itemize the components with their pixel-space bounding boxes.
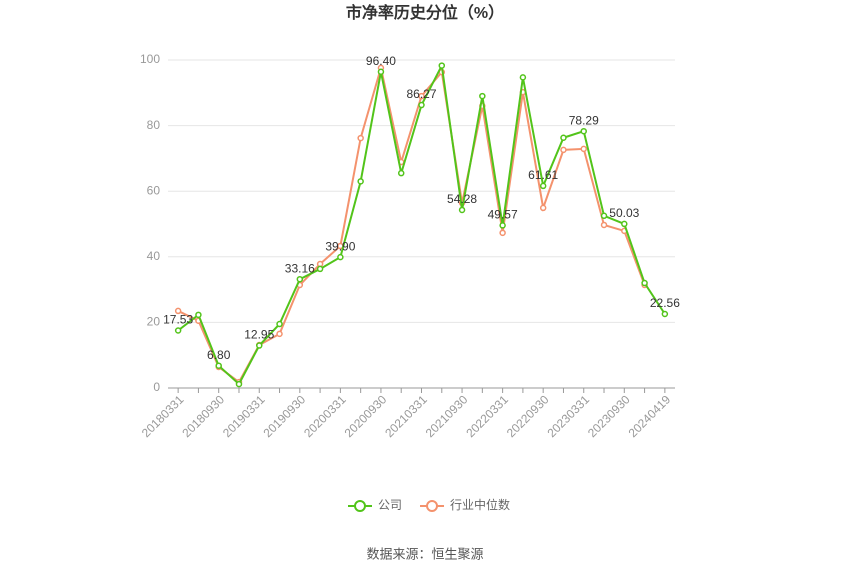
point [580, 127, 587, 135]
x-tick-label: 20210930 [423, 392, 471, 440]
point [276, 330, 283, 338]
y-tick-label: 60 [147, 183, 161, 197]
data-label: 78.29 [569, 113, 599, 127]
x-tick-label: 20240419 [626, 392, 674, 440]
point [499, 229, 506, 237]
point [600, 212, 608, 220]
point [539, 182, 547, 190]
point [539, 204, 547, 212]
point [316, 265, 324, 273]
point [580, 145, 587, 153]
x-tick-label: 20230331 [544, 392, 592, 440]
x-tick-label: 20230930 [585, 392, 633, 440]
x-tick-label: 20200331 [301, 392, 349, 440]
point [276, 320, 283, 328]
data-label: 17.53 [163, 313, 193, 327]
point [397, 169, 405, 177]
y-tick-label: 80 [147, 118, 161, 132]
data-label: 86.27 [406, 87, 436, 101]
point [337, 253, 344, 261]
x-tick-label: 20190930 [261, 392, 309, 440]
y-tick-label: 40 [147, 249, 161, 263]
data-label: 61.61 [528, 168, 558, 182]
data-label: 22.56 [650, 296, 680, 310]
x-tick-label: 20220930 [504, 392, 552, 440]
point [438, 62, 446, 69]
y-tick-label: 20 [147, 315, 161, 329]
x-tick-label: 20200930 [342, 392, 390, 440]
point [377, 68, 385, 76]
x-tick-label: 20180331 [139, 392, 187, 440]
point [357, 134, 364, 142]
chart-title: 市净率历史分位（%） [346, 3, 504, 22]
point [256, 342, 263, 349]
data-label: 96.40 [366, 54, 396, 68]
point [174, 307, 182, 315]
point [418, 92, 425, 100]
point [641, 279, 648, 287]
data-label: 33.16 [285, 261, 315, 275]
point [661, 310, 669, 318]
source: 数据来源：恒生聚源 [366, 546, 483, 561]
point [621, 220, 628, 228]
point [458, 206, 466, 214]
legend-label: 公司 [378, 498, 402, 512]
data-label: 54.28 [447, 192, 477, 206]
point [519, 74, 527, 81]
legend-marker [426, 500, 439, 512]
point [560, 134, 567, 141]
x-tick-label: 20220331 [463, 392, 511, 440]
point [296, 275, 304, 283]
x-tick-label: 20180930 [179, 392, 227, 440]
x-tick-label: 20210331 [382, 392, 430, 440]
point [499, 222, 506, 229]
point [560, 146, 567, 154]
legend-marker [354, 500, 366, 512]
data-label: 49.57 [488, 208, 518, 222]
point [479, 92, 486, 100]
y-tick-label: 100 [140, 52, 160, 66]
x-tick-label: 20190331 [220, 392, 268, 440]
point [174, 327, 182, 334]
data-label: 39.90 [325, 239, 355, 253]
legend-label: 行业中位数 [450, 497, 510, 512]
data-label: 12.95 [244, 328, 274, 342]
data-label: 6.80 [207, 348, 231, 362]
point [235, 380, 243, 388]
y-tick-label: 0 [153, 380, 160, 394]
point [600, 221, 608, 229]
point [195, 311, 202, 319]
point [215, 362, 222, 369]
data-label: 50.03 [609, 206, 639, 220]
point [357, 178, 364, 185]
point [418, 101, 425, 109]
